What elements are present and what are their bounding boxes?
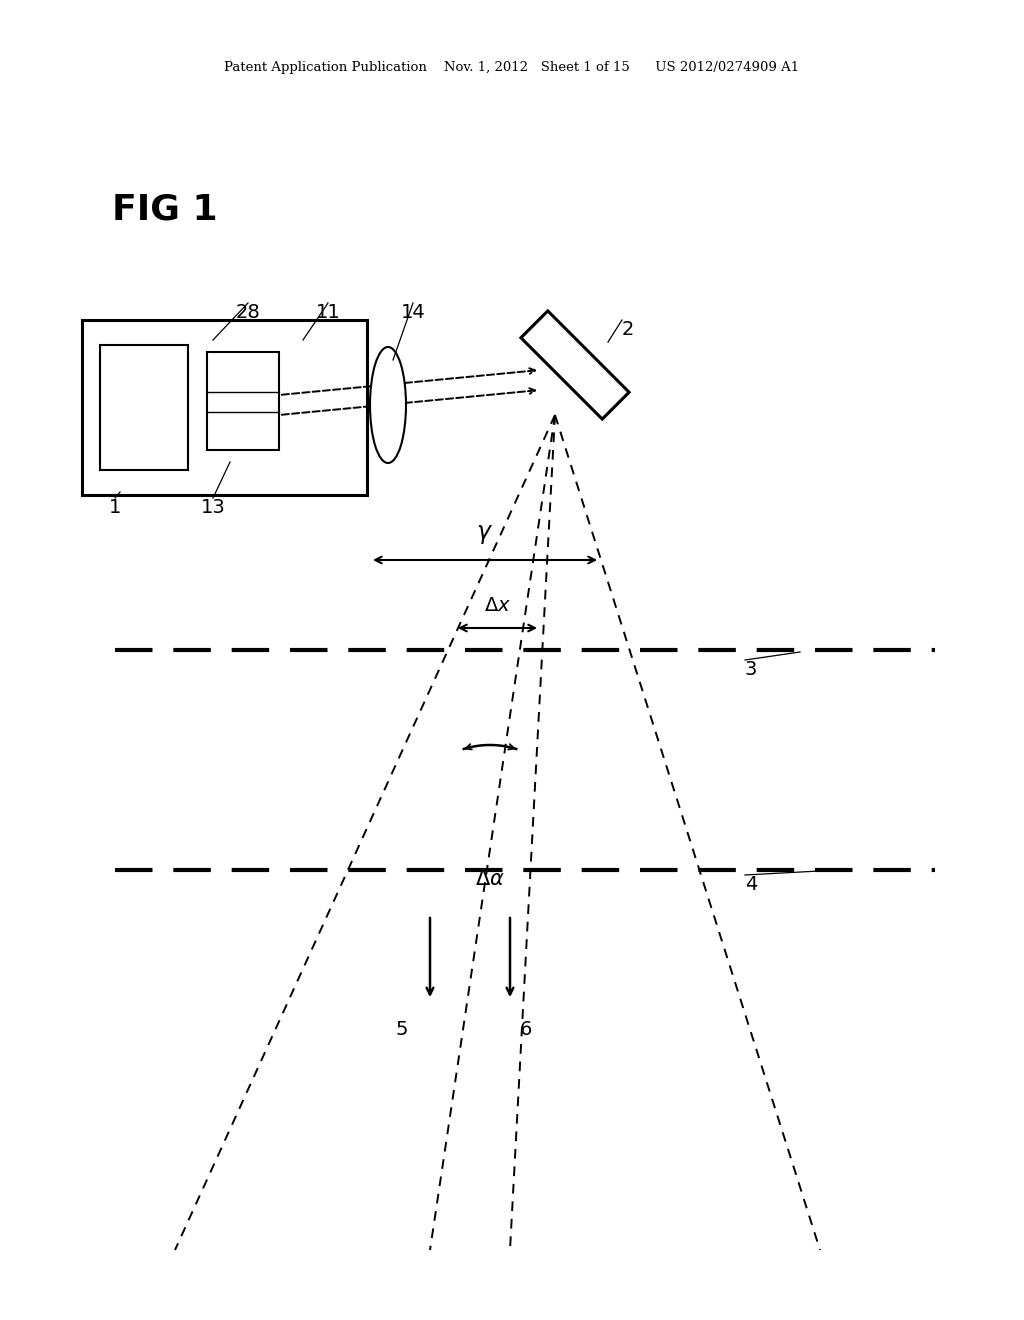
Ellipse shape: [370, 347, 406, 463]
Text: 2: 2: [622, 319, 635, 339]
Text: 5: 5: [395, 1020, 408, 1039]
Text: 13: 13: [201, 498, 225, 517]
Text: 14: 14: [400, 304, 425, 322]
Bar: [100, 345, 188, 470]
Text: 28: 28: [236, 304, 260, 322]
Text: 4: 4: [745, 875, 758, 894]
Text: $\gamma$: $\gamma$: [476, 521, 494, 546]
Text: Patent Application Publication    Nov. 1, 2012   Sheet 1 of 15      US 2012/0274: Patent Application Publication Nov. 1, 2…: [224, 62, 800, 74]
Text: 6: 6: [520, 1020, 532, 1039]
Text: $\Delta\alpha$: $\Delta\alpha$: [475, 869, 505, 888]
Bar: [82, 319, 367, 495]
Polygon shape: [521, 312, 629, 418]
Text: 11: 11: [315, 304, 340, 322]
Text: 3: 3: [745, 660, 758, 678]
Bar: [207, 352, 279, 450]
Text: 1: 1: [109, 498, 121, 517]
Text: $\Delta x$: $\Delta x$: [484, 597, 511, 615]
Text: FIG 1: FIG 1: [112, 193, 218, 227]
